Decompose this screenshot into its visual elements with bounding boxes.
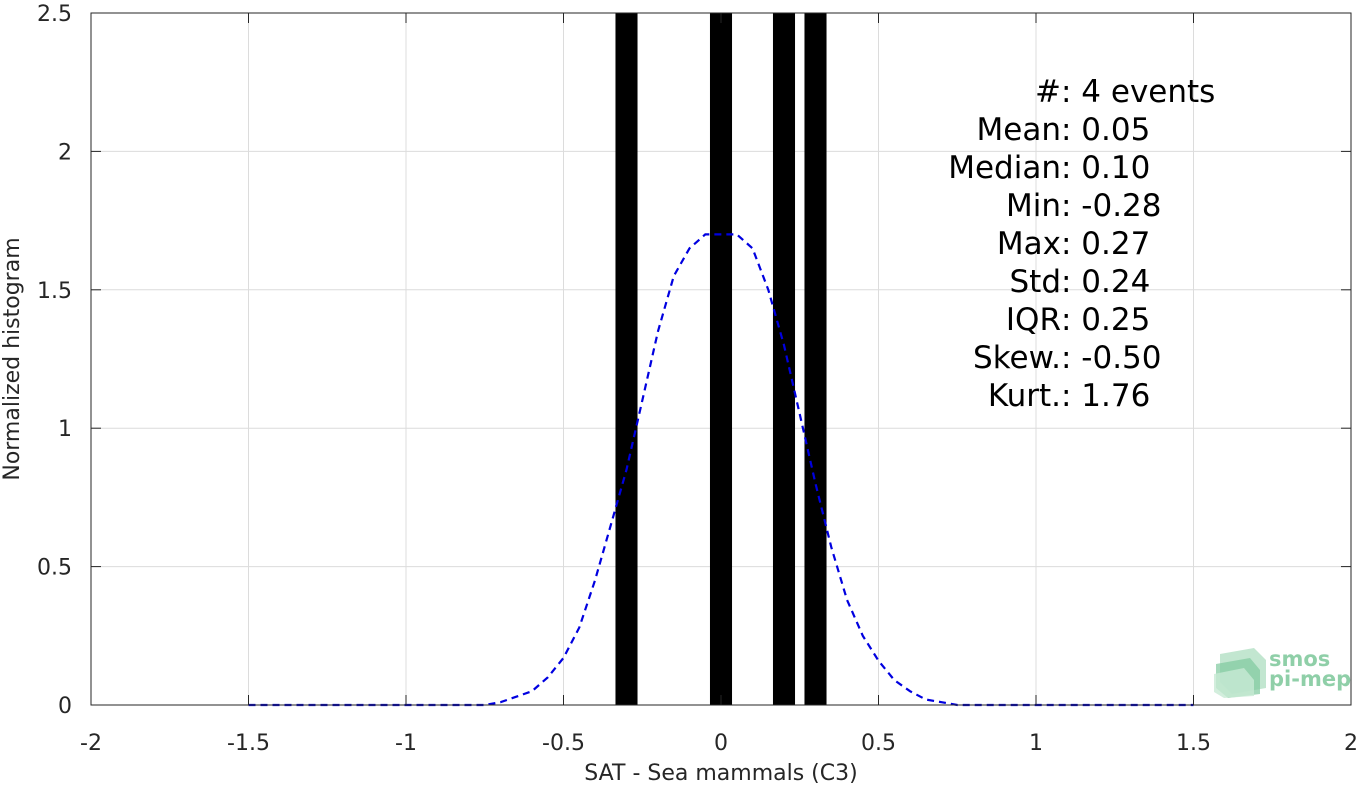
stat-value: : 1.76 — [1061, 378, 1150, 414]
stat-value: : 0.05 — [1061, 112, 1150, 148]
stat-value: : 0.27 — [1061, 226, 1150, 262]
y-tick-label: 1.5 — [37, 279, 72, 304]
stat-label: Max — [997, 226, 1061, 262]
histogram-bars — [615, 13, 827, 705]
x-axis-label: SAT - Sea mammals (C3) — [584, 761, 857, 784]
stat-value: : 4 events — [1061, 74, 1215, 110]
y-tick-label: 2 — [58, 140, 72, 165]
x-tick-label: -1.5 — [227, 731, 270, 756]
histogram-bar — [804, 13, 827, 705]
x-tick-label: 2 — [1344, 731, 1358, 756]
stat-label: Std — [1009, 264, 1061, 300]
x-tick-label: -0.5 — [542, 731, 585, 756]
y-axis-label: Normalized histogram — [0, 237, 25, 480]
y-tick-label: 2.5 — [37, 2, 72, 27]
logo-line2: pi-mep — [1269, 667, 1351, 691]
stat-label: # — [1035, 74, 1061, 110]
x-tick-label: -2 — [80, 731, 102, 756]
smos-pi-mep-logo: smos pi-mep — [1214, 647, 1351, 698]
stat-label: IQR — [1006, 302, 1061, 338]
stat-value: : 0.10 — [1061, 150, 1150, 186]
stat-label: Min — [1006, 188, 1061, 224]
tick-labels: -2 -1.5 -1 -0.5 0 0.5 1 1.5 2 0 0.5 1 1.5 2 2.5 — [37, 2, 1358, 756]
stat-label: Skew. — [973, 340, 1061, 376]
axes — [90, 12, 1352, 706]
stat-value: : 0.25 — [1061, 302, 1150, 338]
histogram-bar — [709, 13, 733, 705]
stat-label: Mean — [977, 112, 1061, 148]
y-tick-label: 0 — [58, 694, 72, 719]
stat-value: : 0.24 — [1061, 264, 1150, 300]
x-tick-label: 0.5 — [861, 731, 896, 756]
y-tick-label: 0.5 — [37, 556, 72, 581]
stat-label: Median — [948, 150, 1061, 186]
stat-label: Kurt. — [988, 378, 1061, 414]
histogram-bar — [615, 13, 638, 705]
x-tick-label: 1 — [1029, 731, 1043, 756]
x-tick-label: 0 — [714, 731, 728, 756]
fit-curve-layer — [248, 233, 1194, 707]
x-tick-label: -1 — [395, 731, 417, 756]
fit-curve — [248, 233, 1194, 707]
stat-value: : -0.50 — [1061, 340, 1162, 376]
logo-line1: smos — [1269, 647, 1330, 671]
x-tick-label: 1.5 — [1176, 731, 1211, 756]
histogram-bar — [772, 13, 796, 705]
stat-value: : -0.28 — [1061, 188, 1162, 224]
y-tick-label: 1 — [58, 417, 72, 442]
